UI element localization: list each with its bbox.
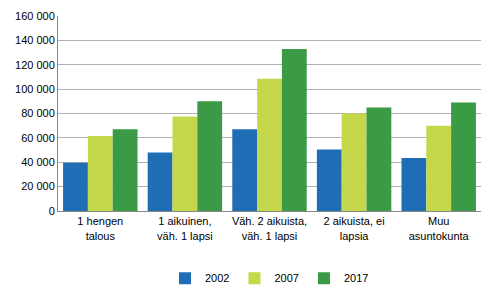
svg-text:60 000: 60 000	[21, 132, 55, 144]
svg-text:140 000: 140 000	[15, 34, 55, 46]
svg-text:120 000: 120 000	[15, 59, 55, 71]
svg-text:2007: 2007	[274, 272, 298, 284]
svg-text:Väh. 2 aikuista,väh. 1 lapsi: Väh. 2 aikuista,väh. 1 lapsi	[232, 215, 307, 241]
svg-text:160 000: 160 000	[15, 10, 55, 22]
svg-text:Muuasuntokunta: Muuasuntokunta	[409, 215, 470, 241]
svg-text:1 hengentalous: 1 hengentalous	[77, 215, 123, 241]
svg-text:0: 0	[49, 205, 55, 217]
svg-text:100 000: 100 000	[15, 83, 55, 95]
svg-text:2 aikuista, eilapsia: 2 aikuista, eilapsia	[324, 215, 385, 241]
svg-text:2017: 2017	[344, 272, 368, 284]
svg-text:2002: 2002	[205, 272, 229, 284]
svg-text:40 000: 40 000	[21, 156, 55, 168]
svg-text:80 000: 80 000	[21, 107, 55, 119]
svg-text:20 000: 20 000	[21, 180, 55, 192]
svg-text:1 aikuinen,väh. 1 lapsi: 1 aikuinen,väh. 1 lapsi	[157, 215, 213, 241]
